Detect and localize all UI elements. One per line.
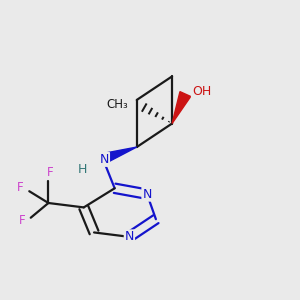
- Text: F: F: [19, 214, 25, 227]
- Text: N: N: [125, 230, 134, 243]
- Text: F: F: [17, 181, 24, 194]
- Text: OH: OH: [192, 85, 211, 98]
- Text: N: N: [100, 153, 109, 166]
- Text: CH₃: CH₃: [106, 98, 128, 111]
- Text: F: F: [46, 166, 53, 178]
- Text: N: N: [142, 188, 152, 201]
- Polygon shape: [172, 92, 191, 124]
- Text: H: H: [78, 163, 87, 176]
- Polygon shape: [101, 147, 137, 164]
